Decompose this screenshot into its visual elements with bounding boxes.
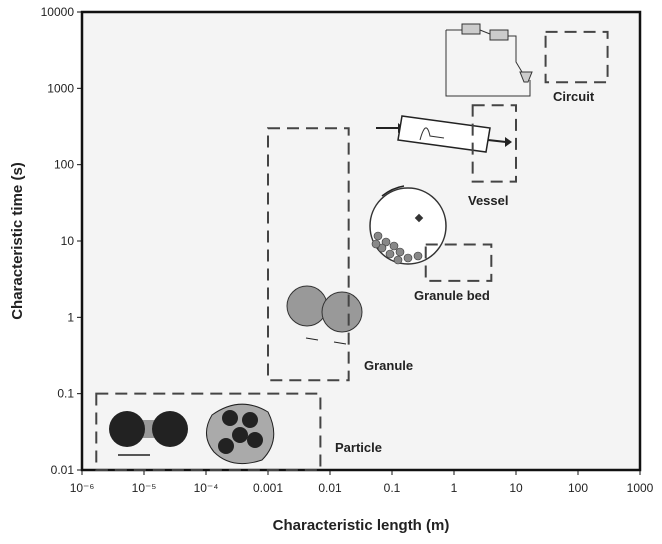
chart: Characteristic length (m) Characteristic… — [0, 0, 662, 544]
x-tick-label: 0.001 — [253, 481, 283, 495]
region-label: Particle — [335, 440, 382, 455]
x-tick-label: 100 — [568, 481, 588, 495]
x-tick-label: 10⁻⁵ — [132, 481, 157, 495]
x-tick-label: 0.01 — [318, 481, 342, 495]
y-tick-label: 0.1 — [57, 387, 74, 401]
y-tick-label: 1000 — [47, 81, 74, 95]
x-tick-label: 10 — [509, 481, 523, 495]
y-tick-label: 10 — [61, 234, 75, 248]
y-tick-label: 1 — [67, 310, 74, 324]
x-tick-label: 1000 — [627, 481, 654, 495]
y-axis-label: Characteristic time (s) — [9, 162, 26, 320]
y-tick-label: 0.01 — [51, 463, 75, 477]
region-label: Granule — [364, 358, 413, 373]
region-label: Vessel — [468, 193, 509, 208]
x-tick-label: 1 — [451, 481, 458, 495]
x-axis-label: Characteristic length (m) — [273, 517, 450, 534]
x-tick-label: 0.1 — [384, 481, 401, 495]
plot-frame — [82, 12, 640, 470]
x-tick-label: 10⁻⁶ — [70, 481, 95, 495]
region-label: Circuit — [553, 89, 595, 104]
region-label: Granule bed — [414, 288, 490, 303]
y-tick-label: 100 — [54, 158, 74, 172]
y-tick-label: 10000 — [41, 5, 75, 19]
x-tick-label: 10⁻⁴ — [194, 481, 219, 495]
